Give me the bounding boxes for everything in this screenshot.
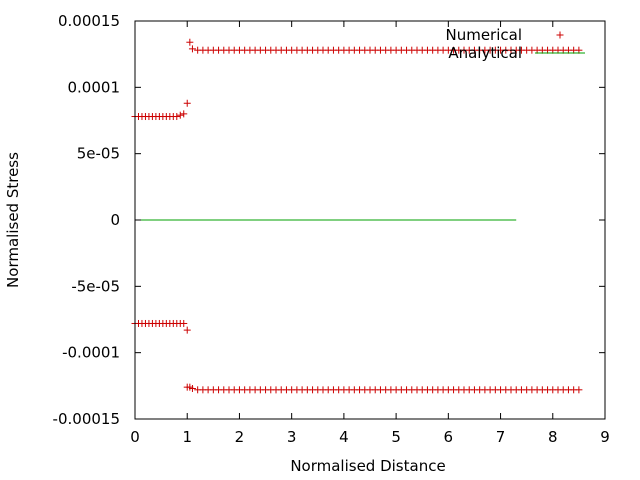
legend-marker-numerical — [556, 31, 564, 39]
numerical-point — [183, 326, 191, 334]
legend: Numerical Analytical — [445, 26, 585, 62]
numerical-point — [180, 319, 188, 327]
x-tick-label: 1 — [182, 428, 192, 446]
y-tick-label: -5e-05 — [71, 277, 120, 295]
numerical-point — [188, 384, 196, 392]
y-tick-label: 5e-05 — [77, 145, 120, 163]
x-tick-label: 0 — [130, 428, 140, 446]
numerical-point — [188, 45, 196, 53]
x-tick-label: 7 — [496, 428, 506, 446]
x-axis-title: Normalised Distance — [290, 457, 445, 475]
y-tick-label: 0.0001 — [68, 78, 121, 96]
numerical-point — [575, 386, 583, 394]
y-tick-label: 0 — [110, 211, 120, 229]
y-axis-title: Normalised Stress — [4, 152, 22, 288]
x-tick-label: 3 — [287, 428, 297, 446]
x-tick-label: 6 — [444, 428, 454, 446]
y-tick-label: 0.00015 — [58, 12, 120, 30]
legend-label-numerical: Numerical — [445, 26, 522, 44]
legend-label-analytical: Analytical — [448, 44, 522, 62]
x-tick-label: 5 — [391, 428, 401, 446]
numerical-point — [186, 38, 194, 46]
numerical-point — [176, 111, 184, 119]
x-tick-label: 8 — [548, 428, 558, 446]
numerical-point — [180, 110, 188, 118]
x-tick-label: 4 — [339, 428, 349, 446]
y-tick-label: -0.0001 — [62, 344, 120, 362]
numerical-point — [173, 113, 181, 121]
y-tick-label: -0.00015 — [53, 410, 120, 428]
numerical-point — [183, 99, 191, 107]
plot-marks — [131, 38, 583, 394]
legend-plus — [556, 31, 564, 39]
x-axis-ticks: 0 1 2 3 4 5 6 7 8 9 — [130, 21, 610, 446]
y-axis-ticks: -0.00015 -0.0001 -5e-05 0 5e-05 0.0001 0.00015 — [53, 12, 605, 428]
x-tick-label: 9 — [600, 428, 610, 446]
x-tick-label: 2 — [235, 428, 245, 446]
